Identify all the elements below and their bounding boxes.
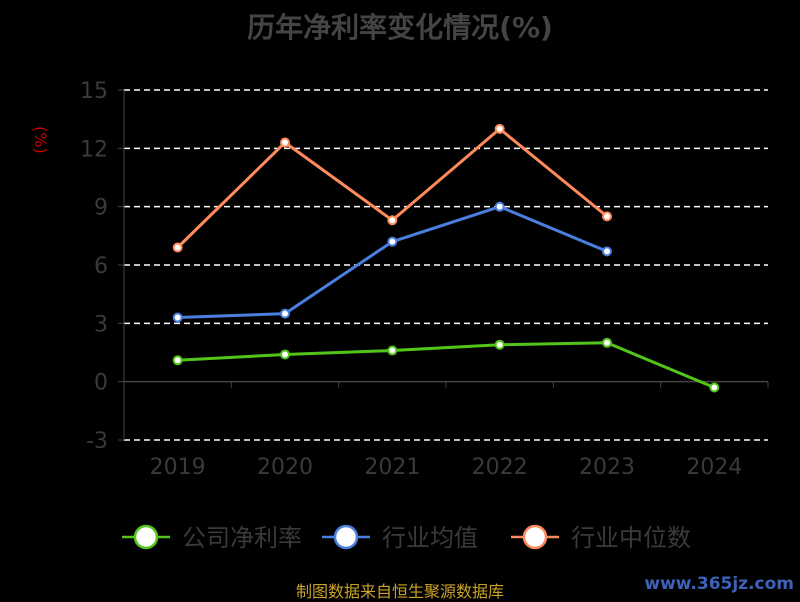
data-point [172, 242, 183, 253]
data-point [280, 349, 290, 360]
y-tick-label: 0 [94, 371, 108, 396]
x-tick-label: 2021 [364, 455, 420, 480]
y-tick-label: 9 [94, 196, 108, 221]
y-tick-label: 15 [80, 79, 108, 104]
data-point [172, 355, 183, 366]
data-point [602, 211, 612, 222]
legend-label: 行业均值 [382, 524, 478, 552]
legend: 公司净利率 行业均值 行业中位数 [122, 524, 691, 552]
watermark: www.365jz.com [644, 574, 794, 594]
legend-marker [333, 524, 359, 550]
x-tick-label: 2023 [579, 455, 635, 480]
data-point [709, 382, 720, 393]
grid-lines [124, 89, 768, 441]
data-point [280, 137, 290, 148]
series-line-3 [176, 127, 608, 249]
series-line-1 [177, 341, 715, 389]
series-lines [172, 123, 720, 393]
x-tick-label: 2024 [686, 455, 742, 480]
legend-marker [522, 524, 548, 550]
data-point [387, 215, 398, 226]
data-point [387, 236, 398, 247]
data-point [280, 308, 290, 319]
x-tick-label: 2020 [257, 455, 313, 480]
data-point [494, 339, 505, 350]
y-tick-label: 3 [94, 312, 108, 337]
y-tick-label: 6 [94, 254, 108, 279]
data-point [602, 337, 612, 348]
legend-label: 公司净利率 [182, 524, 302, 552]
x-tick-label: 2022 [472, 455, 528, 480]
data-source-note: 制图数据来自恒生聚源数据库 [295, 582, 504, 601]
data-point [387, 345, 398, 356]
data-point [172, 312, 183, 323]
y-tick-label: -3 [86, 429, 108, 454]
legend-label: 行业中位数 [571, 524, 691, 552]
chart-title: 历年净利率变化情况(%) [247, 11, 553, 44]
x-tick-label: 2019 [150, 455, 206, 480]
data-point [602, 246, 612, 257]
legend-marker [133, 524, 159, 550]
data-point [494, 123, 505, 134]
axes: -3 0 3 6 9 12 15 2019 2020 2021 2022 2023 2024 [80, 79, 769, 480]
data-point [494, 201, 505, 212]
y-tick-label: 12 [80, 137, 108, 162]
